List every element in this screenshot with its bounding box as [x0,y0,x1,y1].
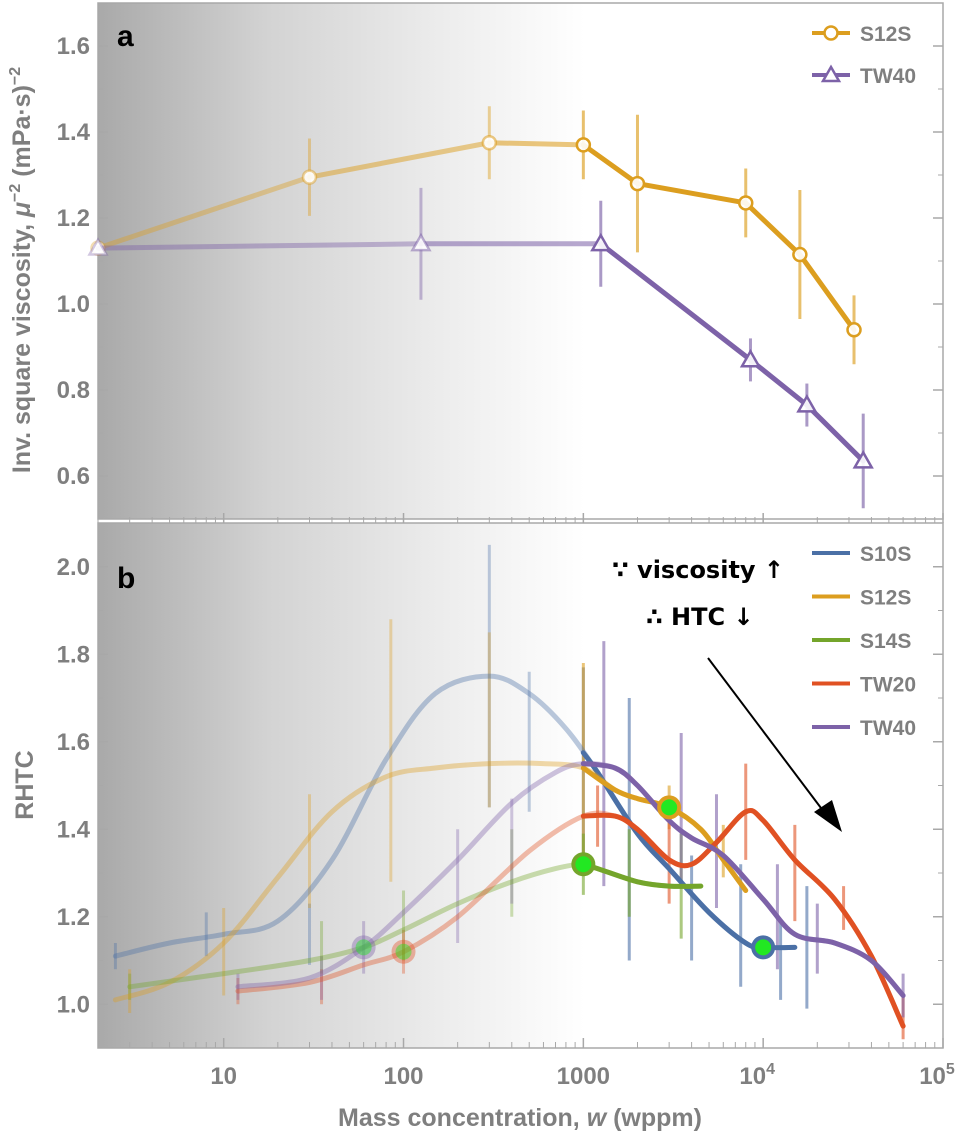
series-line-segment [486,140,586,148]
panel-a: 0.6 0.8 1.0 1.2 1.4 1.6 a S12S TW40 Inv. squar… [7,2,944,520]
panel-a-series [87,106,874,509]
legend-label-s10s: S10S [860,543,911,566]
x-tick-label: 105 [919,1061,955,1090]
data-point-circle [629,175,646,192]
highlight-marker-ring [351,935,376,960]
legend-label-s14s: S14S [860,630,911,653]
data-point-triangle [590,232,612,252]
panel-a-y-ticks: 0.6 0.8 1.0 1.2 1.4 1.6 [57,33,943,490]
legend-label-tw40: TW40 [860,65,916,88]
fit-curve [580,750,798,951]
series-line-segment [95,174,312,251]
data-point-circle [846,322,862,338]
annotation-arrowhead [814,800,842,832]
panel-b-series [112,544,906,1040]
x-tick-label: 1000 [557,1063,610,1090]
legend-marker-circle [823,25,839,41]
y-tick-label: 2.0 [57,554,90,581]
series-line-segment [95,241,424,251]
panel-b: 1.0 1.2 1.4 1.6 1.8 2.0 b S10S S12S S14S TW20 TW4… [11,522,944,1049]
panel-b-y-ticks: 1.0 1.2 1.4 1.6 1.8 2.0 [57,554,943,1018]
legend-label-s12s: S12S [860,23,911,46]
y-tick-label: 1.0 [57,291,90,318]
series-line-segment [743,200,803,258]
highlight-marker-dot [395,943,412,960]
panel-b-label: b [117,562,135,595]
data-point-circle [575,137,592,153]
fit-curve [580,761,906,998]
y-tick-label: 1.0 [57,991,90,1018]
data-point-circle [792,246,808,263]
y-tick-label: 1.4 [57,119,91,146]
x-axis-ticks: 10 100 1000 104 105 [97,513,955,1090]
data-point-circle [737,195,754,211]
legend-marker-triangle [820,64,842,83]
y-tick-label: 1.6 [57,729,90,756]
annotation-htc: ∴ HTC ↓ [646,603,754,631]
highlight-marker-dot [355,939,372,956]
panel-b-shading [98,523,585,1048]
data-point-circle [301,169,318,185]
fit-curve [580,807,906,1029]
y-tick-label: 0.8 [57,377,90,404]
y-tick-label: 1.8 [57,641,90,668]
x-tick-label: 10 [210,1063,237,1090]
annotation-arrow-shaft [707,657,825,813]
panel-a-y-axis-title: Inv. square viscosity, μ−2 (mPa·s)−2 [7,67,36,473]
y-tick-label: 1.2 [57,904,90,931]
series-line-segment [306,140,492,180]
y-tick-label: 0.6 [57,463,90,490]
series-line-segment [804,402,866,464]
panel-b-legend: S10S S12S S14S TW20 TW40 [812,543,916,740]
highlight-marker-dot [661,799,678,816]
panel-a-label: a [117,20,134,53]
data-point-triangle [410,232,432,252]
x-tick-label: 104 [739,1061,775,1090]
legend-label-s12s: S12S [860,587,911,610]
data-point-triangle [852,449,874,469]
y-tick-label: 1.6 [57,33,90,60]
y-tick-label: 1.2 [57,205,90,232]
highlight-marker-dot [575,856,592,873]
panel-a-shading [98,3,585,519]
x-axis-title: Mass concentration, w (wppm) [338,1104,702,1132]
highlight-marker-ring [391,939,416,964]
data-point-triangle [739,348,762,368]
panel-b-y-axis-title: RHTC [11,750,39,819]
series-line-segment [797,252,857,333]
y-tick-label: 1.4 [57,816,91,843]
data-point-triangle [796,394,818,413]
x-tick-label: 100 [383,1063,423,1090]
legend-label-tw40: TW40 [860,717,916,740]
panel-a-legend: S12S TW40 [812,23,916,88]
legend-label-tw20: TW20 [860,674,916,697]
series-line-segment [598,241,753,363]
annotation-viscosity: ∵ viscosity ↑ [612,556,784,584]
series-line-segment [580,142,640,187]
data-point-triangle [87,237,109,256]
highlight-marker-dot [755,939,772,956]
data-point-circle [481,135,498,151]
series-line-segment [634,181,749,206]
